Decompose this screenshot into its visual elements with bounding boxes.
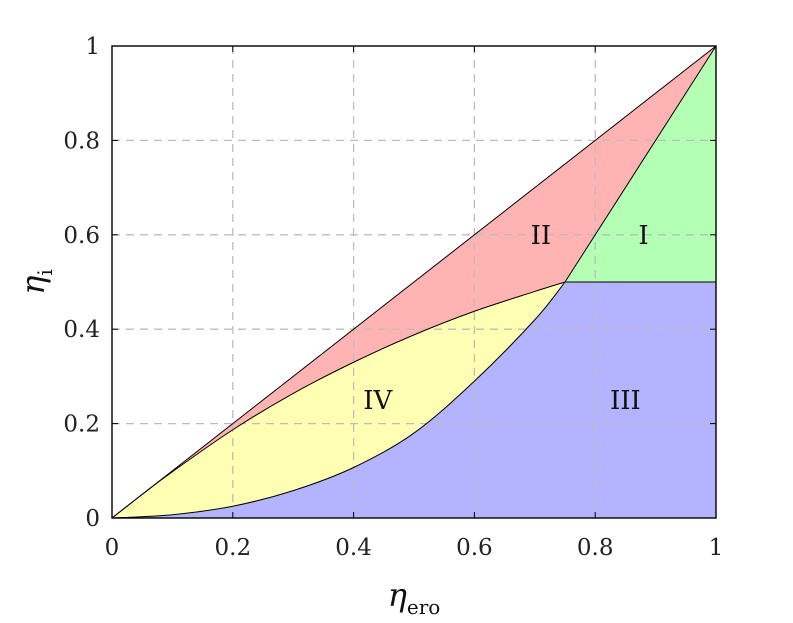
grid [112, 46, 716, 518]
y-tick-label: 0.8 [63, 128, 100, 154]
region-iii [112, 282, 716, 518]
x-axis-ticks: 0 0.2 0.4 0.6 0.8 1 [105, 46, 724, 561]
x-tick-label: 0.6 [456, 535, 493, 561]
y-tick-label: 0.6 [63, 223, 100, 249]
y-axis-label-symbol: η [14, 276, 52, 295]
plot-frame [111, 45, 717, 519]
boundary-lower-curve [111, 281, 566, 519]
y-axis-label-subscript: i [33, 269, 57, 275]
boundary-steep-line [564, 45, 717, 283]
region-label-ii: II [531, 221, 552, 251]
x-tick-label: 0.2 [215, 535, 252, 561]
x-axis-label: ηero [388, 576, 441, 619]
region-label-iii: III [610, 386, 641, 416]
y-axis-ticks: 0 0.2 0.4 0.6 0.8 1 [63, 34, 716, 532]
x-tick-label: 0 [105, 535, 120, 561]
boundary-diagonal [111, 45, 717, 519]
region-iv [112, 282, 565, 518]
x-tick-label: 1 [709, 535, 724, 561]
y-tick-label: 0.2 [63, 412, 100, 438]
region-boundaries [111, 45, 717, 519]
region-label-i: I [638, 221, 648, 251]
y-tick-label: 0 [85, 506, 100, 532]
x-axis-label-symbol: η [388, 576, 407, 614]
y-tick-label: 0.4 [63, 317, 100, 343]
y-tick-label: 1 [85, 34, 100, 60]
region-label-iv: IV [363, 386, 393, 416]
x-tick-label: 0.4 [335, 535, 372, 561]
y-axis-label: ηi [14, 269, 57, 295]
boundary-upper-curve [111, 281, 566, 519]
x-axis-label-subscript: ero [407, 595, 440, 619]
x-tick-label: 0.8 [577, 535, 614, 561]
